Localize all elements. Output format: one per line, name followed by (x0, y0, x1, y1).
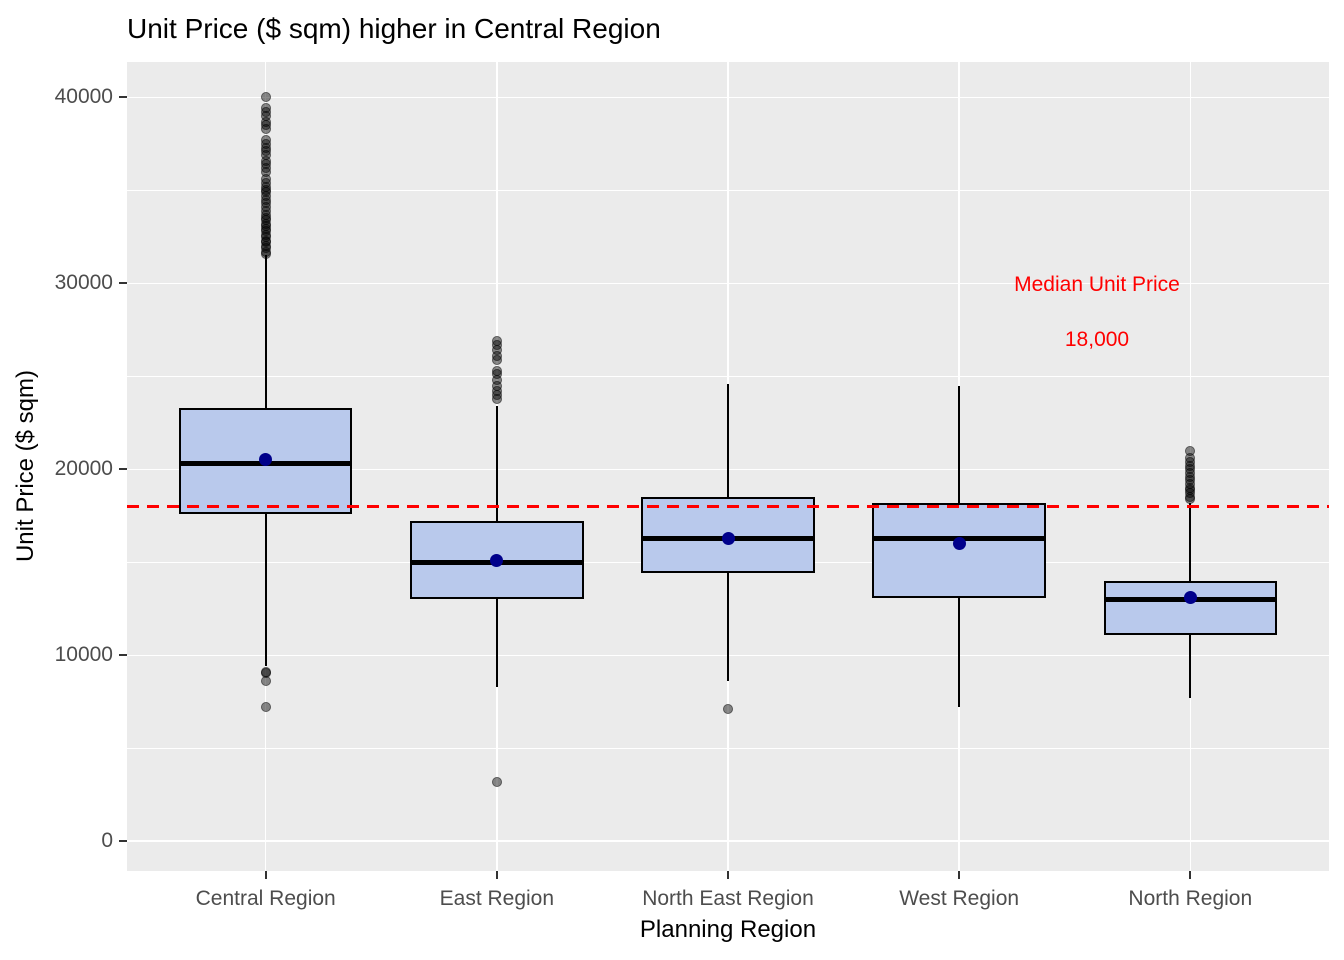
mean-point (1183, 591, 1197, 605)
reference-line-value: 18,000 (1064, 328, 1130, 351)
plot-panel (127, 62, 1329, 871)
mean-point (721, 531, 735, 545)
y-tick-label: 10000 (54, 643, 113, 667)
y-tick-label: 0 (101, 829, 113, 853)
outlier-point (260, 103, 271, 114)
outlier-point (491, 776, 502, 787)
x-tick-mark (264, 871, 267, 879)
outlier-point (260, 135, 271, 146)
x-tick-label: Central Region (195, 887, 336, 910)
x-axis-title: Planning Region (639, 916, 817, 943)
chart-title: Unit Price ($ sqm) higher in Central Reg… (127, 13, 661, 44)
outlier-point (723, 704, 733, 715)
mean-point (490, 553, 504, 567)
y-tick-mark (119, 282, 127, 285)
x-tick-label: East Region (439, 887, 555, 910)
mean-point (952, 537, 966, 551)
y-tick-mark (119, 468, 127, 471)
box (1103, 580, 1277, 635)
mean-point (259, 453, 273, 467)
y-tick-label: 40000 (54, 85, 113, 109)
y-tick-mark (119, 840, 127, 843)
outlier-point (260, 92, 271, 103)
outlier-point (1185, 445, 1196, 456)
outlier-point (491, 335, 502, 346)
x-tick-mark (727, 871, 729, 879)
x-tick-mark (495, 871, 498, 879)
box (872, 502, 1046, 598)
x-tick-label: West Region (899, 887, 1020, 910)
outlier-point (260, 702, 271, 713)
x-tick-mark (958, 871, 961, 879)
y-tick-mark (119, 654, 127, 657)
x-tick-label: North East Region (642, 887, 814, 910)
x-tick-label: North Region (1128, 887, 1253, 910)
y-tick-label: 20000 (54, 457, 113, 481)
outlier-point (491, 365, 502, 376)
x-tick-mark (1189, 871, 1192, 879)
reference-line-label: Median Unit Price (1014, 273, 1180, 296)
outlier-point (260, 676, 271, 687)
y-tick-mark (119, 96, 127, 99)
reference-line (127, 505, 1329, 508)
y-tick-label: 30000 (54, 271, 113, 295)
